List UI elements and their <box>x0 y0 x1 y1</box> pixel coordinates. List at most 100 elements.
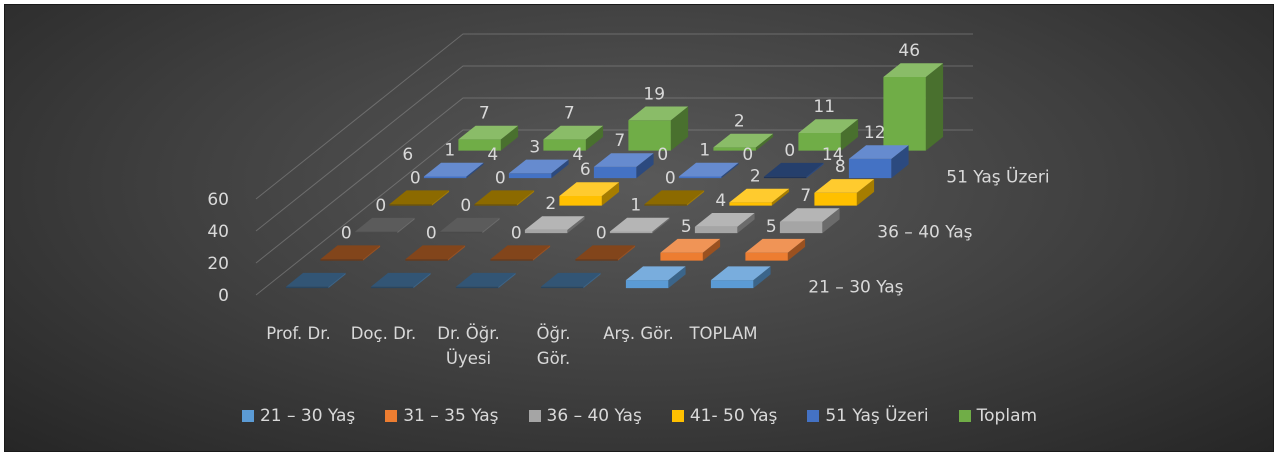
bar-top <box>370 272 431 287</box>
bar <box>439 217 500 234</box>
data-label: 2 <box>545 194 556 214</box>
bar <box>508 159 569 179</box>
bar-top <box>458 125 519 140</box>
bar-side <box>636 153 654 179</box>
bar-side <box>516 190 535 206</box>
legend-swatch <box>241 410 254 422</box>
bar-front <box>625 280 669 289</box>
bar-front <box>455 286 499 289</box>
y-tick-label: 0 <box>218 286 229 306</box>
bar-side <box>413 272 431 289</box>
bar <box>713 133 774 151</box>
bar-top <box>798 119 859 133</box>
bar-front <box>694 226 738 234</box>
gridline <box>255 33 973 200</box>
data-label: 12 <box>864 123 886 143</box>
bar-front <box>543 139 586 151</box>
legend-swatch <box>958 410 971 422</box>
legend-item: 36 – 40 Yaş <box>528 406 642 426</box>
data-label: 1 <box>444 141 455 161</box>
gridline <box>255 97 973 264</box>
data-label: 7 <box>564 104 575 124</box>
bar-front <box>710 280 754 289</box>
bar-side <box>397 217 415 234</box>
data-label: 6 <box>402 145 413 165</box>
bar-front <box>490 259 533 261</box>
bar <box>628 106 689 151</box>
legend-label: 41- 50 Yaş <box>689 406 778 426</box>
data-label: 2 <box>750 167 761 187</box>
bar <box>285 272 346 289</box>
bar-front <box>389 204 432 206</box>
bar <box>609 217 670 234</box>
data-label: 0 <box>460 196 471 216</box>
bar-front <box>508 173 552 179</box>
data-label: 0 <box>665 168 676 188</box>
bar-side <box>585 125 604 151</box>
bar-side <box>891 145 909 179</box>
data-label: 0 <box>596 223 607 243</box>
bar-front <box>779 221 823 234</box>
data-label: 0 <box>742 145 753 165</box>
bar-side <box>721 162 739 179</box>
bar <box>644 190 705 206</box>
data-label: 0 <box>495 168 506 188</box>
data-label: 46 <box>898 41 920 61</box>
bar-side <box>601 182 620 206</box>
data-label: 19 <box>643 84 665 104</box>
category-label: Öğr. Gör. <box>537 324 571 368</box>
data-label: 0 <box>426 223 437 243</box>
y-tick-label: 40 <box>207 222 229 242</box>
legend-label: 51 Yaş Üzeri <box>825 406 929 426</box>
bar <box>320 245 381 261</box>
bar-front <box>370 286 414 289</box>
bar-top <box>320 245 381 260</box>
bar-front <box>320 259 363 261</box>
bar-side <box>652 217 670 234</box>
bar-top <box>423 162 484 177</box>
bar-top <box>405 245 466 260</box>
bar-top <box>628 106 689 121</box>
bar-side <box>670 106 689 151</box>
bar <box>543 125 604 151</box>
data-label: 2 <box>734 112 745 132</box>
data-label: 7 <box>800 186 811 206</box>
data-label: 1 <box>699 141 710 161</box>
bar <box>763 162 824 179</box>
bar-front <box>405 259 448 261</box>
data-label: 14 <box>822 145 844 165</box>
bar-front <box>439 231 483 234</box>
y-tick-label: 20 <box>207 254 229 274</box>
bar <box>458 125 519 151</box>
bar-side <box>617 245 636 261</box>
bar-top <box>745 238 806 253</box>
data-label: 7 <box>479 104 490 124</box>
bar-top <box>490 245 551 260</box>
bar-side <box>431 190 450 206</box>
bar-top <box>625 266 686 281</box>
data-label: 4 <box>572 145 583 165</box>
bar <box>625 266 686 289</box>
bar <box>798 119 859 151</box>
bar-top <box>455 272 516 287</box>
bar <box>745 238 806 261</box>
gridline <box>255 65 973 232</box>
bar <box>660 238 721 261</box>
bar-front <box>628 120 671 151</box>
bar-top <box>644 190 705 205</box>
data-label: 6 <box>580 160 591 180</box>
bar-side <box>856 179 875 206</box>
bar-side <box>532 245 551 261</box>
bar-front <box>524 229 568 234</box>
legend-item: 51 Yaş Üzeri <box>807 406 929 426</box>
bar-top <box>543 125 604 140</box>
bar <box>405 245 466 261</box>
bar-top <box>439 217 500 232</box>
bar-top <box>559 182 620 196</box>
bar-top <box>883 63 944 77</box>
legend-item: 31 – 35 Yaş <box>385 406 499 426</box>
data-label: 5 <box>766 217 777 237</box>
depth-axis-label: 36 – 40 Yaş <box>877 222 972 242</box>
